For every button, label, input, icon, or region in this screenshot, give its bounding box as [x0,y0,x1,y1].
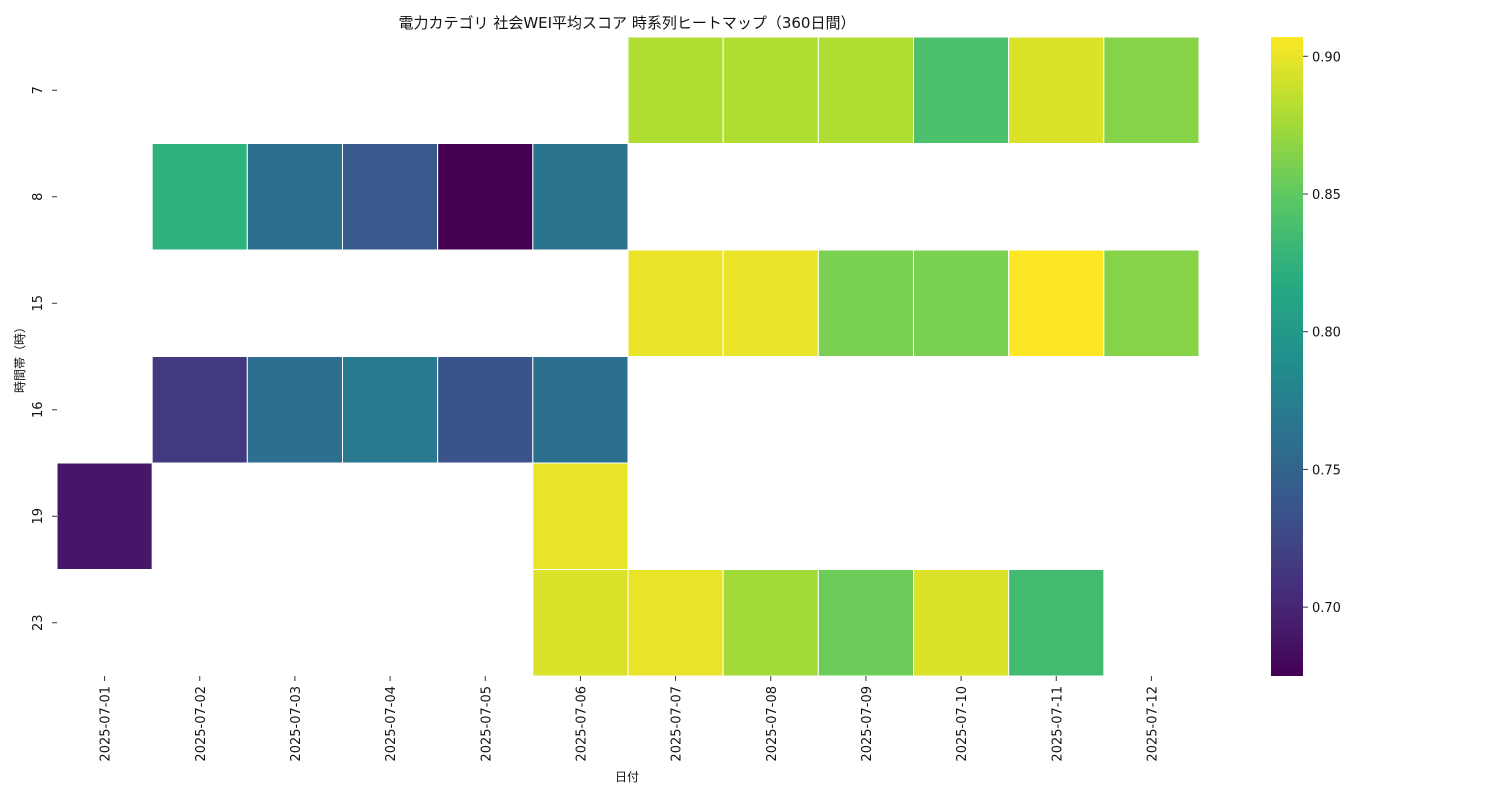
heatmap-cell [151,143,248,251]
x-tick-label: 2025-07-12 [1145,686,1160,762]
x-axis-label: 日付 [615,770,639,784]
x-tick-label: 2025-07-05 [479,686,494,762]
heatmap-cell [246,143,343,251]
y-tick-label: 8 [31,193,46,201]
x-tick-label: 2025-07-09 [860,686,875,762]
heatmap-cell [913,569,1010,677]
heatmap-cell [1008,249,1105,357]
colorbar-gradient [1271,37,1303,676]
x-tick-label: 2025-07-07 [670,686,685,762]
heatmap-cell [246,356,343,464]
heatmap-cell [1008,36,1105,144]
heatmap-cell [913,36,1010,144]
x-tick-label: 2025-07-06 [574,686,589,762]
heatmap-cell [1103,249,1200,357]
heatmap-cell [532,569,629,677]
heatmap-cell [627,569,724,677]
heatmap-cells [56,36,1200,677]
x-tick-label: 2025-07-11 [1050,686,1065,762]
colorbar-tick-label: 0.80 [1312,326,1341,341]
colorbar-tick-label: 0.85 [1312,188,1341,203]
heatmap-cell [151,356,248,464]
heatmap-cell [913,249,1010,357]
heatmap-cell [817,569,914,677]
heatmap-cell [627,249,724,357]
heatmap-cell [437,143,534,251]
heatmap-cell [342,356,439,464]
heatmap-cell [722,249,819,357]
x-tick-label: 2025-07-10 [955,686,970,762]
colorbar-tick-label: 0.75 [1312,463,1341,478]
heatmap-cell [627,36,724,144]
heatmap-cell [532,356,629,464]
heatmap-cell [722,36,819,144]
chart-title: 電力カテゴリ 社会WEI平均スコア 時系列ヒートマップ（360日間） [399,14,856,32]
heatmap-cell [342,143,439,251]
x-tick-label: 2025-07-01 [99,686,114,762]
y-tick-label: 23 [31,614,46,631]
x-tick-label: 2025-07-04 [384,686,399,762]
y-tick-label: 19 [31,508,46,525]
y-axis-label: 時間帯（時） [13,321,27,393]
heatmap-cell [1103,36,1200,144]
heatmap-cell [1008,569,1105,677]
y-tick-label: 7 [31,86,46,94]
y-tick-label: 16 [31,401,46,418]
heatmap-cell [532,143,629,251]
y-axis-ticks: 7 8 15 16 19 23 [31,86,57,631]
heatmap-cell [532,462,629,570]
x-tick-label: 2025-07-02 [194,686,209,762]
heatmap-cell [817,249,914,357]
heatmap-cell [437,356,534,464]
heatmap-cell [817,36,914,144]
y-tick-label: 15 [31,295,46,312]
heatmap-cell [56,462,153,570]
colorbar: 0.70 0.75 0.80 0.85 0.90 [1271,37,1341,676]
colorbar-tick-label: 0.70 [1312,601,1341,616]
x-tick-label: 2025-07-03 [289,686,304,762]
heatmap-cell [722,569,819,677]
colorbar-tick-label: 0.90 [1312,50,1341,65]
x-tick-label: 2025-07-08 [765,686,780,762]
x-axis-ticks: 2025-07-01 2025-07-02 2025-07-03 2025-07-04… [99,676,1160,762]
